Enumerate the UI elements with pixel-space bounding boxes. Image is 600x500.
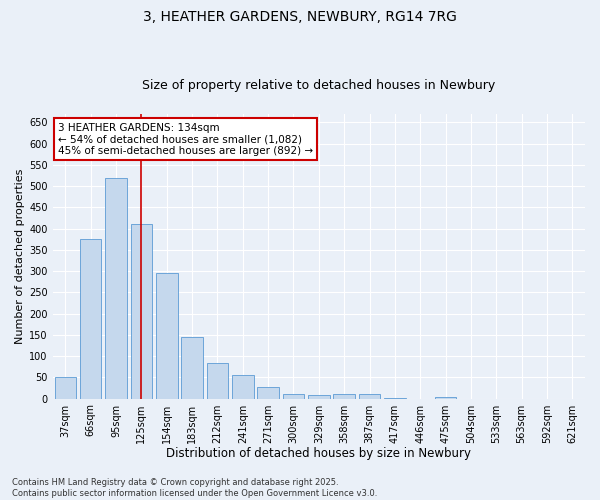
Text: 3, HEATHER GARDENS, NEWBURY, RG14 7RG: 3, HEATHER GARDENS, NEWBURY, RG14 7RG [143, 10, 457, 24]
Bar [283, 394, 304, 398]
Title: Size of property relative to detached houses in Newbury: Size of property relative to detached ho… [142, 79, 496, 92]
Bar [80, 240, 101, 398]
Bar [232, 375, 254, 398]
Text: 3 HEATHER GARDENS: 134sqm
← 54% of detached houses are smaller (1,082)
45% of se: 3 HEATHER GARDENS: 134sqm ← 54% of detac… [58, 122, 313, 156]
Bar [105, 178, 127, 398]
Bar [156, 274, 178, 398]
Bar [131, 224, 152, 398]
Bar [257, 386, 279, 398]
Bar [55, 378, 76, 398]
Text: Contains HM Land Registry data © Crown copyright and database right 2025.
Contai: Contains HM Land Registry data © Crown c… [12, 478, 377, 498]
Y-axis label: Number of detached properties: Number of detached properties [15, 168, 25, 344]
Bar [206, 364, 228, 398]
Bar [181, 337, 203, 398]
Bar [308, 395, 329, 398]
Bar [334, 394, 355, 398]
X-axis label: Distribution of detached houses by size in Newbury: Distribution of detached houses by size … [166, 447, 472, 460]
Bar [359, 394, 380, 398]
